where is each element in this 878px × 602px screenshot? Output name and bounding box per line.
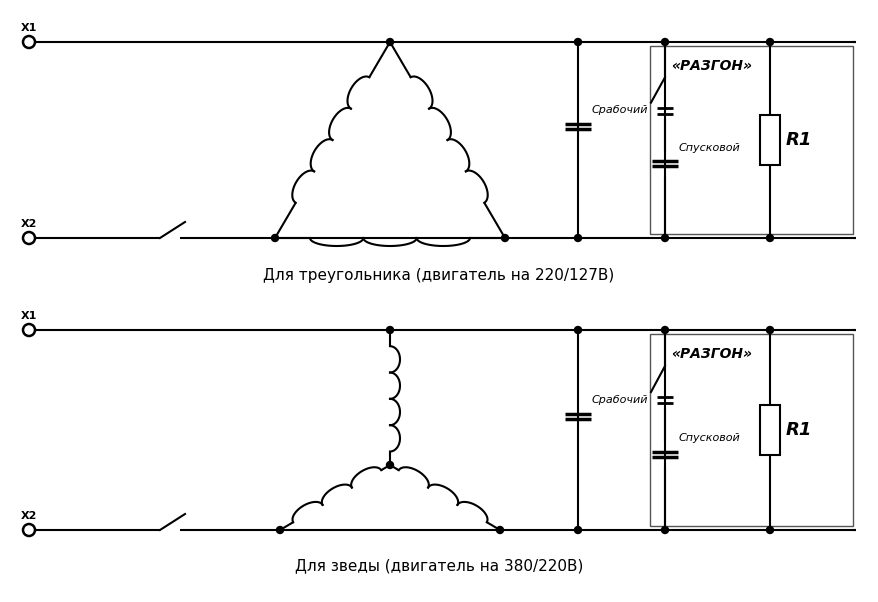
Bar [649, 46, 852, 234]
Text: «РАЗГОН»: «РАЗГОН» [670, 347, 752, 361]
Text: Срабочий: Срабочий [591, 105, 648, 115]
Bar [649, 334, 852, 526]
Circle shape [661, 527, 668, 533]
Text: R1: R1 [785, 131, 811, 149]
Text: R1: R1 [785, 421, 811, 439]
Text: X1: X1 [21, 311, 37, 321]
Circle shape [661, 235, 668, 241]
Text: «РАЗГОН»: «РАЗГОН» [670, 58, 752, 72]
Circle shape [496, 527, 503, 533]
Circle shape [574, 527, 581, 533]
Text: Для зведы (двигатель на 380/220В): Для зведы (двигатель на 380/220В) [294, 558, 582, 573]
Circle shape [277, 527, 284, 533]
Circle shape [386, 462, 393, 468]
Circle shape [271, 235, 278, 241]
Circle shape [574, 39, 581, 46]
Circle shape [766, 326, 773, 334]
Text: X2: X2 [21, 219, 37, 229]
Text: Спусковой: Спусковой [678, 433, 740, 443]
Bar [759, 405, 779, 455]
Circle shape [766, 527, 773, 533]
Circle shape [574, 326, 581, 334]
Circle shape [501, 235, 507, 241]
Text: X1: X1 [21, 23, 37, 33]
Circle shape [386, 39, 393, 46]
Circle shape [386, 326, 393, 334]
Circle shape [766, 39, 773, 46]
Circle shape [661, 326, 668, 334]
Text: Для треугольника (двигатель на 220/127В): Для треугольника (двигатель на 220/127В) [263, 268, 614, 283]
Text: Срабочий: Срабочий [591, 395, 648, 405]
Text: Спусковой: Спусковой [678, 143, 740, 152]
Text: X2: X2 [21, 511, 37, 521]
Circle shape [766, 235, 773, 241]
Bar [759, 115, 779, 165]
Circle shape [661, 39, 668, 46]
Circle shape [574, 235, 581, 241]
